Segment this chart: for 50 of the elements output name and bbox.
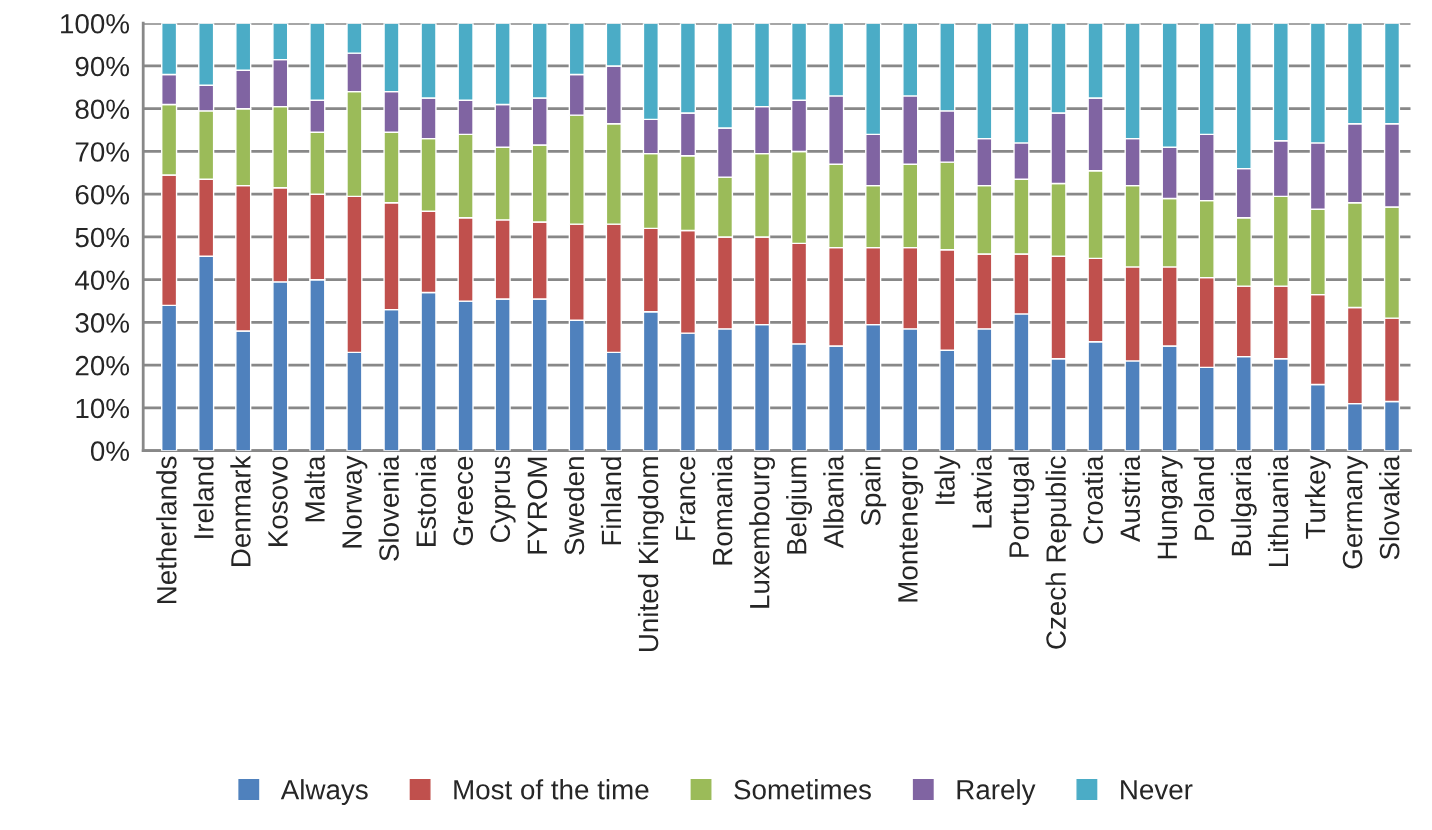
y-tick-label: 40% — [75, 270, 130, 291]
y-tick-label: 90% — [75, 56, 130, 77]
x-tick-label: Lithuania — [1267, 455, 1289, 567]
legend-label: Most of the time — [454, 779, 649, 800]
x-tick-label: Denmark — [230, 455, 251, 566]
x-tick-label: Slovakia — [1379, 455, 1400, 560]
x-tick-label: Bulgaria — [1230, 455, 1257, 556]
y-tick-label: 0% — [90, 441, 130, 462]
x-tick-label: Norway — [342, 455, 368, 548]
y-tick-label: 50% — [75, 227, 130, 248]
y-tick-label: 80% — [75, 99, 130, 120]
x-tick-label: Sweden — [563, 457, 585, 555]
legend-label: Rarely — [957, 779, 1036, 805]
x-tick-label: Portugal — [1008, 457, 1035, 557]
legend-label: Always — [280, 779, 368, 805]
legend-label: Sometimes — [734, 779, 871, 800]
x-tick-label: Luxembourg — [749, 457, 775, 608]
x-tick-label: Finland — [600, 457, 622, 545]
x-tick-label: Turkey — [1304, 455, 1331, 539]
x-tick-label: Croatia — [1082, 455, 1103, 544]
y-tick-label: 10% — [76, 398, 130, 419]
x-tick-label: Hungary — [1157, 455, 1183, 559]
x-tick-label: Czech Republic — [1045, 456, 1072, 649]
y-tick-label: 60% — [75, 184, 130, 205]
x-tick-label: Estonia — [415, 455, 436, 546]
x-tick-label: Albania — [823, 455, 844, 549]
x-tick-label: United Kingdom — [637, 457, 664, 652]
x-tick-label: Germany — [1342, 455, 1368, 569]
x-tick-label: Poland — [1193, 457, 1215, 540]
x-tick-label: Belgium — [786, 457, 813, 554]
x-tick-label: Romania — [712, 455, 733, 565]
x-tick-label: Greece — [453, 456, 474, 546]
legend-label: Never — [1121, 780, 1193, 800]
x-tick-label: Italy — [934, 455, 961, 504]
x-tick-label: FYROM — [527, 457, 548, 554]
x-tick-label: Kosovo — [268, 456, 288, 546]
x-tick-label: Ireland — [193, 457, 214, 538]
x-tick-label: Slovenia — [378, 455, 399, 561]
x-tick-label: France — [676, 456, 696, 540]
y-tick-label: 100% — [61, 13, 130, 34]
x-tick-label: Spain — [860, 457, 887, 526]
x-tick-label: Latvia — [971, 455, 992, 528]
y-tick-label: 20% — [75, 355, 130, 376]
x-tick-label: Austria — [1119, 455, 1141, 542]
x-tick-label: Montenegro — [898, 456, 924, 602]
y-tick-label: 70% — [75, 142, 130, 162]
x-tick-label: Cyprus — [490, 456, 516, 543]
x-tick-label: Netherlands — [156, 456, 177, 604]
x-tick-label: Malta — [304, 455, 325, 522]
y-tick-label: 30% — [75, 313, 130, 333]
